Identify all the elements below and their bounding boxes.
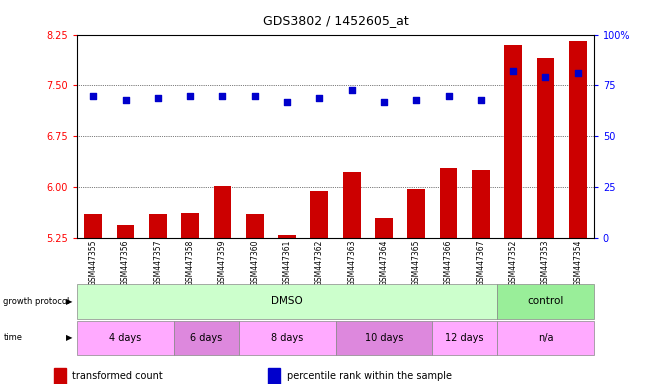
Bar — [497, 321, 594, 355]
Bar — [174, 321, 239, 355]
Point — [572, 70, 583, 76]
Text: ▶: ▶ — [66, 333, 72, 343]
Bar — [504, 45, 522, 238]
Point — [88, 93, 99, 99]
Text: percentile rank within the sample: percentile rank within the sample — [287, 371, 452, 381]
Bar — [537, 58, 554, 238]
Bar — [472, 170, 490, 238]
Text: 8 days: 8 days — [271, 333, 303, 343]
Text: time: time — [3, 333, 22, 343]
Point — [508, 68, 519, 74]
Bar — [54, 368, 66, 384]
Text: control: control — [527, 296, 564, 306]
Point — [443, 93, 454, 99]
Point — [378, 99, 389, 105]
Point — [120, 97, 131, 103]
Text: growth protocol: growth protocol — [3, 297, 70, 306]
Point — [346, 86, 357, 93]
Bar — [278, 235, 296, 238]
Text: transformed count: transformed count — [72, 371, 163, 381]
Bar — [77, 284, 497, 319]
Bar — [213, 186, 231, 238]
Text: 12 days: 12 days — [446, 333, 484, 343]
Bar — [497, 284, 594, 319]
Text: DMSO: DMSO — [271, 296, 303, 306]
Bar — [117, 225, 134, 238]
Point — [540, 74, 551, 80]
Text: 4 days: 4 days — [109, 333, 142, 343]
Point — [217, 93, 228, 99]
Text: ▶: ▶ — [66, 297, 72, 306]
Bar — [407, 189, 425, 238]
Text: GDS3802 / 1452605_at: GDS3802 / 1452605_at — [262, 14, 409, 27]
Bar — [85, 214, 102, 238]
Text: 6 days: 6 days — [190, 333, 223, 343]
Bar — [181, 213, 199, 238]
Text: n/a: n/a — [537, 333, 553, 343]
Point — [282, 99, 293, 105]
Bar — [569, 41, 586, 238]
Bar — [343, 172, 360, 238]
Point — [411, 97, 421, 103]
Bar — [149, 214, 167, 238]
Bar — [375, 218, 393, 238]
Point — [185, 93, 195, 99]
Bar — [432, 321, 497, 355]
Bar — [440, 168, 458, 238]
Point — [476, 97, 486, 103]
Bar — [246, 214, 264, 238]
Bar — [268, 368, 280, 384]
Bar — [77, 321, 174, 355]
Bar — [336, 321, 432, 355]
Point — [314, 94, 325, 101]
Bar — [239, 321, 336, 355]
Text: 10 days: 10 days — [365, 333, 403, 343]
Bar — [311, 190, 328, 238]
Point — [250, 93, 260, 99]
Point — [152, 94, 163, 101]
